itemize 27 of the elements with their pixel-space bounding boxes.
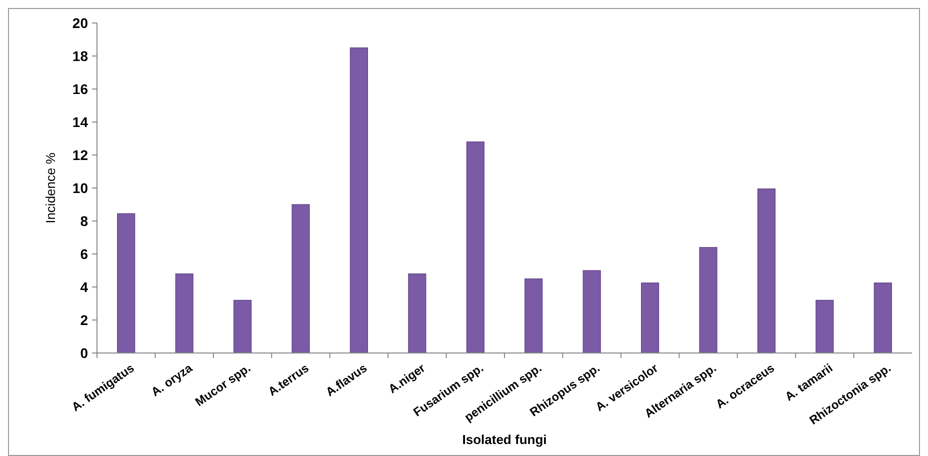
bar — [350, 47, 368, 354]
bar — [641, 282, 660, 354]
bar — [757, 188, 776, 354]
y-tick-label: 4 — [80, 278, 88, 295]
bar — [874, 282, 892, 354]
y-tick-label: 8 — [80, 212, 88, 229]
y-tick-label: 10 — [72, 180, 88, 196]
bar — [582, 270, 601, 354]
y-tick-label: 18 — [72, 48, 88, 64]
bar — [816, 300, 834, 354]
y-tick-label: 16 — [72, 80, 88, 97]
y-axis-title: Incidence % — [43, 152, 58, 224]
y-tick-label: 6 — [80, 246, 88, 262]
y-tick-label: 12 — [72, 146, 88, 163]
x-axis-title: Isolated fungi — [462, 432, 547, 447]
bar — [175, 274, 194, 354]
bar — [117, 213, 136, 354]
y-tick-label: 20 — [72, 14, 88, 31]
y-tick-label: 14 — [72, 114, 88, 130]
bar — [408, 274, 426, 354]
bar — [466, 142, 484, 354]
bar — [292, 204, 310, 354]
bar — [234, 300, 252, 354]
y-tick-label: 0 — [80, 344, 88, 361]
bar — [524, 278, 543, 354]
bar — [699, 247, 718, 354]
y-tick-label: 2 — [80, 312, 88, 328]
